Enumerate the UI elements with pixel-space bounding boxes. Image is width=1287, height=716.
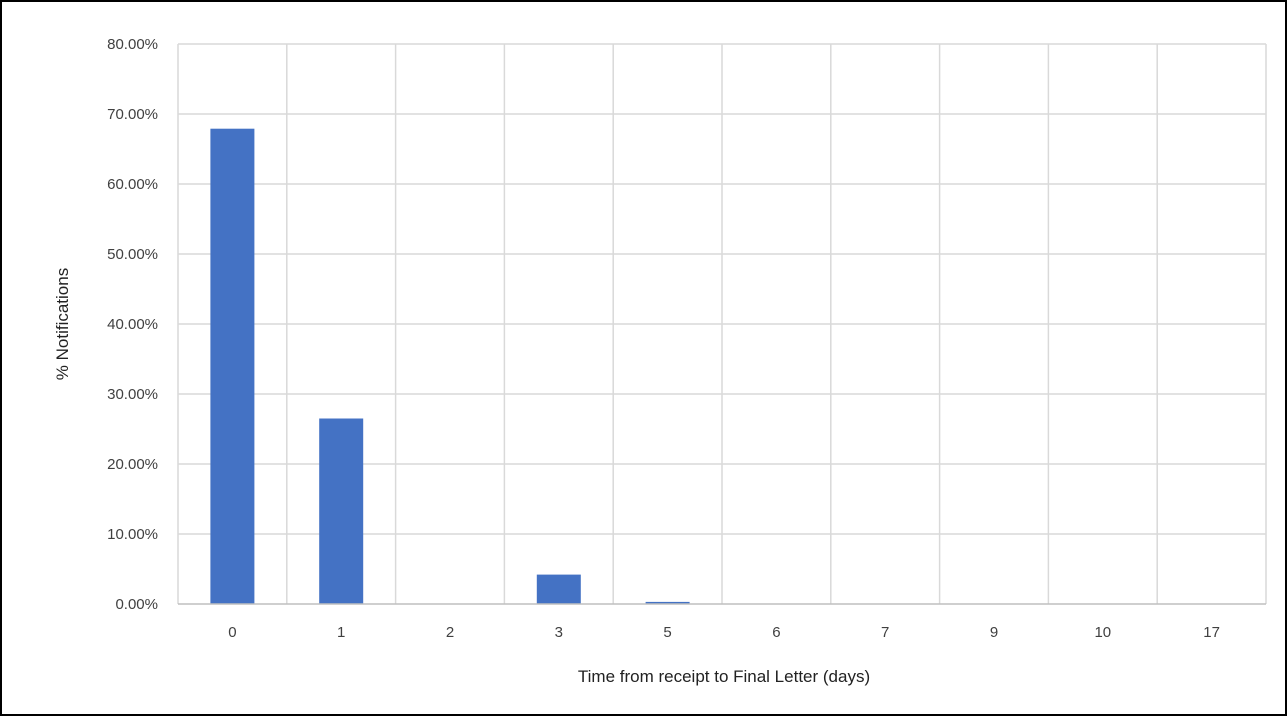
x-tick-label: 10 xyxy=(1094,624,1111,641)
y-tick-label: 50.00% xyxy=(107,246,158,263)
x-tick-label: 17 xyxy=(1203,624,1220,641)
bar-0 xyxy=(210,128,255,604)
x-tick-label: 7 xyxy=(881,624,889,641)
x-tick-label: 2 xyxy=(446,624,454,641)
y-tick-labels: 0.00% 10.00% 20.00% 30.00% 40.00% 50.00% 60.00… xyxy=(107,36,158,613)
x-tick-labels: 0 1 2 3 5 6 7 9 10 17 xyxy=(228,624,1220,641)
y-tick-label: 20.00% xyxy=(107,456,158,473)
y-axis-title: % Notifications xyxy=(53,268,72,380)
y-tick-label: 10.00% xyxy=(107,526,158,543)
x-tick-label: 0 xyxy=(228,624,236,641)
bars xyxy=(210,128,690,604)
x-tick-label: 3 xyxy=(555,624,563,641)
x-tick-label: 6 xyxy=(772,624,780,641)
bar-1 xyxy=(319,418,364,604)
y-tick-label: 80.00% xyxy=(107,36,158,53)
y-tick-label: 70.00% xyxy=(107,106,158,123)
bar-3 xyxy=(536,574,581,604)
gridlines xyxy=(177,43,1267,604)
y-tick-label: 0.00% xyxy=(115,596,158,613)
y-tick-label: 60.00% xyxy=(107,176,158,193)
bar-5 xyxy=(645,601,690,604)
x-tick-label: 1 xyxy=(337,624,345,641)
x-tick-label: 9 xyxy=(990,624,998,641)
x-tick-label: 5 xyxy=(663,624,671,641)
y-tick-label: 30.00% xyxy=(107,386,158,403)
x-axis-title: Time from receipt to Final Letter (days) xyxy=(578,667,870,686)
y-tick-label: 40.00% xyxy=(107,316,158,333)
